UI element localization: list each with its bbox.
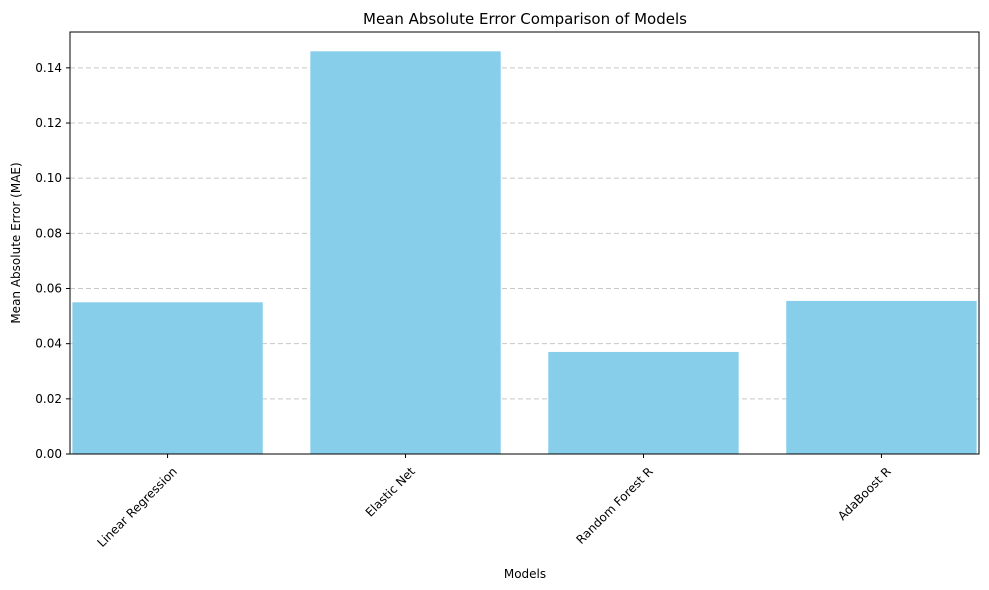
x-axis-label: Models xyxy=(504,567,546,581)
y-tick-label: 0.08 xyxy=(35,226,62,240)
x-axis-ticks: Linear Regression Elastic Net Random Fores… xyxy=(95,454,894,550)
y-tick-label: 0.06 xyxy=(35,282,62,296)
y-tick-label: 0.00 xyxy=(35,447,62,461)
y-axis-label: Mean Absolute Error (MAE) xyxy=(9,162,23,323)
plot-frame xyxy=(69,31,980,455)
bar-elastic-net xyxy=(310,51,501,454)
x-tick-label: Elastic Net xyxy=(363,464,418,519)
y-tick-label: 0.10 xyxy=(35,171,62,185)
bar-adaboost-r xyxy=(786,300,977,454)
y-axis-ticks: 0.00 0.02 0.04 0.06 0.08 0.10 0.12 0.14 xyxy=(35,61,70,461)
bars xyxy=(72,51,977,454)
bar-random-forest-r xyxy=(548,351,739,454)
x-tick-label: Linear Regression xyxy=(95,464,180,549)
y-tick-label: 0.12 xyxy=(35,116,62,130)
x-tick-label: Random Forest R xyxy=(573,464,655,546)
bar-linear-regression xyxy=(72,302,263,454)
x-tick-label: AdaBoost R xyxy=(835,464,894,523)
y-tick-label: 0.04 xyxy=(35,337,62,351)
y-tick-label: 0.14 xyxy=(35,61,62,75)
chart-title: Mean Absolute Error Comparison of Models xyxy=(363,10,687,28)
y-tick-label: 0.02 xyxy=(35,392,62,406)
